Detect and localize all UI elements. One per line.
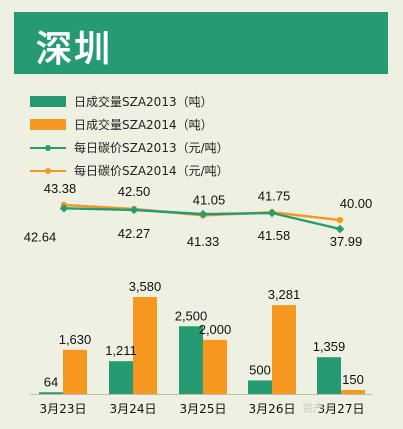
x-tick-label-1: 3月24日 bbox=[110, 402, 157, 416]
bar-label-2013-4: 1,359 bbox=[313, 339, 346, 354]
bar-2013-4 bbox=[317, 357, 341, 394]
bar-2013-0 bbox=[39, 392, 63, 394]
price-point-2013-2 bbox=[198, 209, 208, 219]
bar-label-2014-1: 3,580 bbox=[129, 279, 162, 294]
bars-layer bbox=[30, 297, 372, 395]
price-label-2014-4: 40.00 bbox=[340, 196, 373, 211]
x-tick-label-0: 3月23日 bbox=[40, 402, 87, 416]
bar-label-2013-1: 1,211 bbox=[105, 343, 137, 358]
bar-2013-3 bbox=[248, 380, 272, 394]
bar-2014-4 bbox=[341, 389, 365, 394]
x-tick-label-2: 3月25日 bbox=[180, 402, 227, 416]
price-point-2014-4 bbox=[336, 216, 344, 224]
price-label-2013-3: 41.58 bbox=[258, 228, 291, 243]
bar-label-2013-0: 64 bbox=[44, 374, 58, 389]
price-label-2013-2: 41.33 bbox=[187, 234, 220, 249]
price-label-2014-3: 41.75 bbox=[258, 188, 291, 203]
bar-2014-1 bbox=[133, 297, 157, 394]
legend-marker-price-2013 bbox=[45, 145, 51, 151]
legend-marker-price-2014 bbox=[45, 168, 51, 174]
bar-2014-0 bbox=[63, 349, 87, 394]
legend-label-price-2013: 每日碳价SZA2013（元/吨） bbox=[74, 141, 229, 155]
bar-label-2014-4: 150 bbox=[342, 372, 364, 387]
bar-label-2014-2: 2,000 bbox=[199, 322, 232, 337]
title-bar: 深圳 bbox=[14, 12, 388, 74]
price-label-2013-0: 42.64 bbox=[24, 229, 57, 244]
chart-title: 深圳 bbox=[36, 29, 113, 70]
x-tick-label-4: 3月27日 bbox=[318, 402, 365, 416]
lines-layer bbox=[59, 201, 345, 234]
bar-label-2013-3: 500 bbox=[249, 362, 271, 377]
price-label-2014-2: 41.05 bbox=[193, 192, 226, 207]
x-tick-label-3: 3月26日 bbox=[249, 402, 296, 416]
price-point-2013-4 bbox=[335, 224, 345, 234]
price-label-2014-0: 43.38 bbox=[44, 181, 77, 196]
price-point-2013-1 bbox=[129, 205, 139, 215]
legend-swatch-volume-2013 bbox=[30, 96, 66, 107]
price-label-2013-1: 42.27 bbox=[118, 226, 151, 241]
legend-label-price-2014: 每日碳价SZA2014（元/吨） bbox=[74, 164, 229, 178]
legend-label-volume-2013: 日成交量SZA2013（吨） bbox=[74, 95, 213, 109]
price-label-2013-4: 37.99 bbox=[330, 234, 363, 249]
watermark-text: 资产 bbox=[302, 402, 324, 415]
bar-label-2014-0: 1,630 bbox=[59, 332, 92, 347]
price-label-2014-1: 42.50 bbox=[118, 184, 151, 199]
legend-swatch-volume-2014 bbox=[30, 119, 66, 130]
bar-2014-2 bbox=[203, 339, 227, 394]
price-point-2013-0 bbox=[59, 204, 69, 213]
labels-layer: 64 1,211 2,500 500 1,359 1,630 3,580 2,000 3,281… bbox=[24, 181, 373, 416]
bar-label-2014-3: 3,281 bbox=[268, 287, 301, 302]
bar-2013-2 bbox=[179, 326, 203, 394]
bar-label-2013-2: 2,500 bbox=[175, 308, 208, 323]
bar-2013-1 bbox=[109, 361, 133, 394]
legend-label-volume-2014: 日成交量SZA2014（吨） bbox=[74, 118, 213, 132]
price-point-2013-3 bbox=[267, 208, 277, 218]
bar-2014-3 bbox=[272, 305, 296, 394]
